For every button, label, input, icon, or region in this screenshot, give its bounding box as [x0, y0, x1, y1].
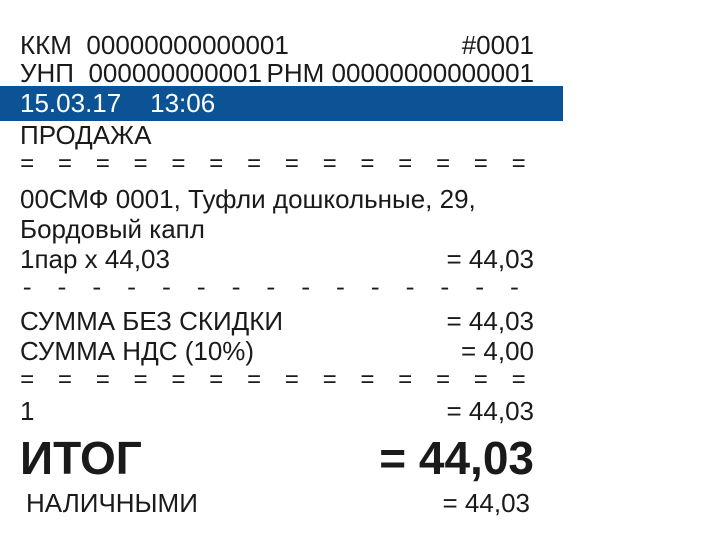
item-name-line1: 00СМФ 0001, Туфли дошкольные, 29,: [20, 184, 476, 214]
kkm-label: ККМ: [20, 30, 72, 60]
unp-info: УНП 000000000001: [20, 58, 262, 88]
item-price-line: 1пар х 44,03 = 44,03: [20, 244, 534, 274]
datetime-line: 15.03.17 13:06: [20, 88, 215, 118]
receipt-date: 15.03.17: [20, 88, 122, 118]
payment-label: НАЛИЧНЫМИ: [26, 488, 198, 518]
payment-line: НАЛИЧНЫМИ = 44,03: [26, 488, 530, 518]
receipt-time: 13:06: [150, 88, 216, 118]
payment-value: = 44,03: [442, 488, 530, 518]
section-number: 1: [20, 396, 35, 426]
rnm-info: РНМ 00000000000001: [267, 58, 534, 88]
rnm-label: РНМ: [266, 58, 325, 88]
separator-double: = = = = = = = = = = = = = = = = = = = = …: [20, 154, 534, 178]
vat-value: = 4,00: [460, 336, 534, 366]
subtotal-label: СУММА БЕЗ СКИДКИ: [20, 306, 284, 336]
datetime-highlight: [0, 86, 563, 121]
item-qty-price: 1пар х 44,03: [20, 244, 170, 274]
unp-label: УНП: [20, 58, 74, 88]
unp-line: УНП 000000000001 РНМ 00000000000001: [20, 58, 534, 88]
kkm-number: 00000000000001: [86, 30, 289, 60]
total-line: ИТОГ = 44,03: [20, 434, 534, 482]
section-line: 1 = 44,03: [20, 396, 534, 426]
item-amount: = 44,03: [446, 244, 534, 274]
subtotal-line: СУММА БЕЗ СКИДКИ = 44,03: [20, 306, 534, 336]
rnm-number: 00000000000001: [331, 58, 534, 88]
section-value: = 44,03: [446, 396, 534, 426]
subtotal-value: = 44,03: [446, 306, 534, 336]
vat-line: СУММА НДС (10%) = 4,00: [20, 336, 534, 366]
unp-number: 000000000001: [88, 58, 262, 88]
item-name-line2: Бордовый капл: [20, 214, 205, 244]
vat-label: СУММА НДС (10%): [20, 336, 255, 366]
kkm-info: ККМ 00000000000001: [20, 30, 289, 60]
operation-type: ПРОДАЖА: [20, 120, 152, 150]
separator-double-2: = = = = = = = = = = = = = = = = = = = = …: [20, 370, 534, 394]
total-value: = 44,03: [379, 432, 534, 484]
total-label: ИТОГ: [20, 432, 142, 484]
separator-dash: - - - - - - - - - - - - - - - - - - - - …: [20, 278, 534, 302]
doc-number: #0001: [461, 30, 534, 60]
kkm-line: ККМ 00000000000001 #0001: [20, 30, 534, 60]
